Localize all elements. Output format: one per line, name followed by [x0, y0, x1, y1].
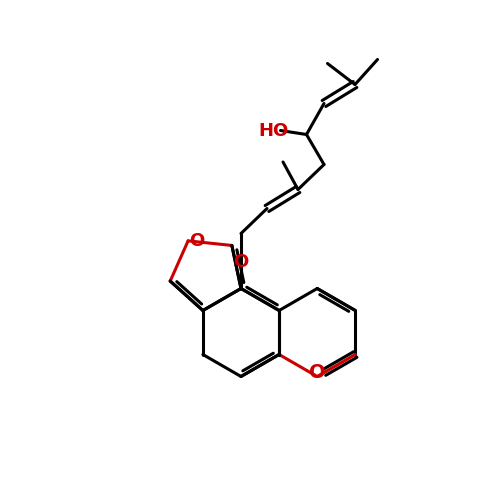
- Text: O: O: [310, 363, 326, 382]
- Text: O: O: [189, 232, 204, 250]
- Text: O: O: [234, 253, 248, 271]
- Text: HO: HO: [258, 122, 288, 140]
